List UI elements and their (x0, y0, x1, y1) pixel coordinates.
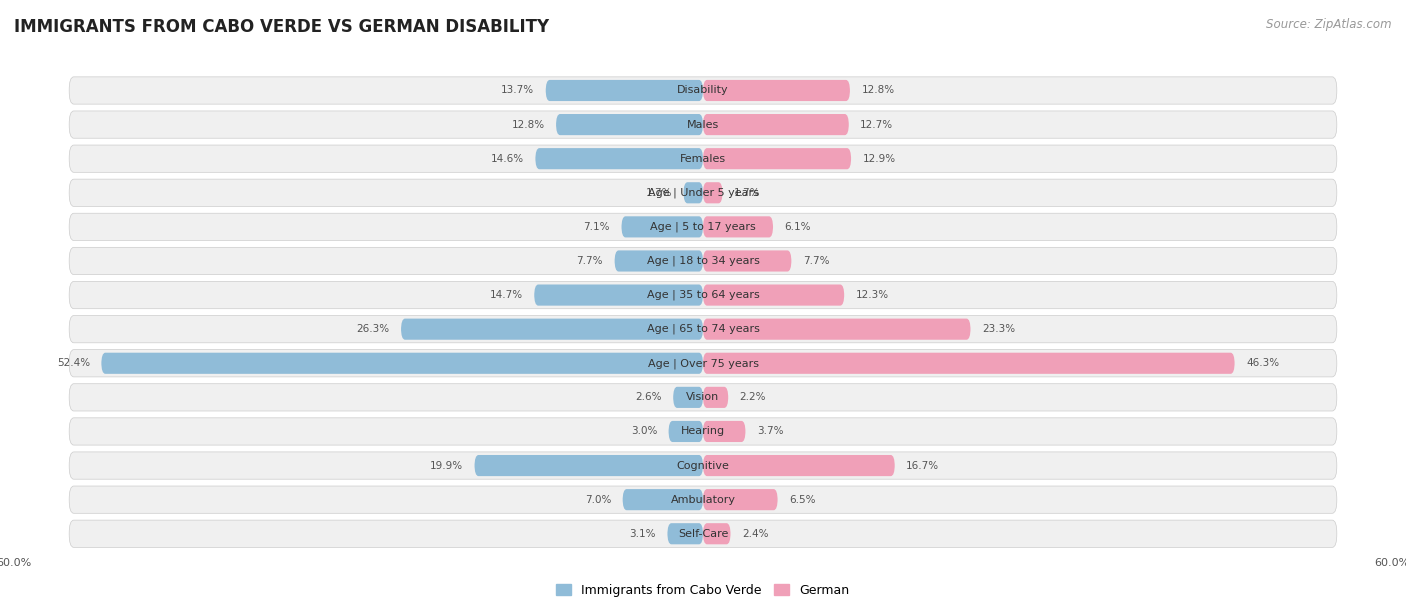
FancyBboxPatch shape (703, 250, 792, 272)
FancyBboxPatch shape (401, 319, 703, 340)
FancyBboxPatch shape (69, 520, 1337, 547)
Text: 12.8%: 12.8% (862, 86, 894, 95)
Text: 1.7%: 1.7% (734, 188, 761, 198)
FancyBboxPatch shape (101, 353, 703, 374)
FancyBboxPatch shape (703, 80, 851, 101)
Text: Age | Over 75 years: Age | Over 75 years (648, 358, 758, 368)
Text: Disability: Disability (678, 86, 728, 95)
FancyBboxPatch shape (623, 489, 703, 510)
FancyBboxPatch shape (683, 182, 703, 203)
FancyBboxPatch shape (673, 387, 703, 408)
FancyBboxPatch shape (69, 111, 1337, 138)
FancyBboxPatch shape (536, 148, 703, 170)
FancyBboxPatch shape (703, 421, 745, 442)
Text: Age | 5 to 17 years: Age | 5 to 17 years (650, 222, 756, 232)
Text: 14.7%: 14.7% (489, 290, 523, 300)
Text: 2.4%: 2.4% (742, 529, 769, 539)
Text: 7.0%: 7.0% (585, 494, 612, 505)
FancyBboxPatch shape (69, 486, 1337, 513)
Text: 23.3%: 23.3% (981, 324, 1015, 334)
FancyBboxPatch shape (69, 452, 1337, 479)
FancyBboxPatch shape (614, 250, 703, 272)
Text: Self-Care: Self-Care (678, 529, 728, 539)
Text: 46.3%: 46.3% (1246, 358, 1279, 368)
FancyBboxPatch shape (703, 353, 1234, 374)
FancyBboxPatch shape (703, 216, 773, 237)
FancyBboxPatch shape (669, 421, 703, 442)
Text: 26.3%: 26.3% (356, 324, 389, 334)
Text: 19.9%: 19.9% (430, 461, 463, 471)
Text: Males: Males (688, 119, 718, 130)
FancyBboxPatch shape (703, 148, 851, 170)
Text: 7.7%: 7.7% (576, 256, 603, 266)
FancyBboxPatch shape (703, 455, 894, 476)
FancyBboxPatch shape (668, 523, 703, 544)
Text: 1.7%: 1.7% (645, 188, 672, 198)
FancyBboxPatch shape (703, 489, 778, 510)
FancyBboxPatch shape (555, 114, 703, 135)
Text: 3.7%: 3.7% (756, 427, 783, 436)
Text: Vision: Vision (686, 392, 720, 402)
Text: 7.7%: 7.7% (803, 256, 830, 266)
FancyBboxPatch shape (474, 455, 703, 476)
FancyBboxPatch shape (69, 384, 1337, 411)
Text: 3.1%: 3.1% (630, 529, 657, 539)
Text: Ambulatory: Ambulatory (671, 494, 735, 505)
Text: 12.8%: 12.8% (512, 119, 544, 130)
Text: 2.2%: 2.2% (740, 392, 766, 402)
FancyBboxPatch shape (69, 247, 1337, 275)
Text: 3.0%: 3.0% (631, 427, 657, 436)
Text: Hearing: Hearing (681, 427, 725, 436)
Text: Cognitive: Cognitive (676, 461, 730, 471)
Text: 6.1%: 6.1% (785, 222, 811, 232)
Text: Age | 18 to 34 years: Age | 18 to 34 years (647, 256, 759, 266)
FancyBboxPatch shape (621, 216, 703, 237)
FancyBboxPatch shape (703, 114, 849, 135)
FancyBboxPatch shape (546, 80, 703, 101)
Text: Age | 65 to 74 years: Age | 65 to 74 years (647, 324, 759, 334)
Text: 14.6%: 14.6% (491, 154, 524, 163)
Text: 12.3%: 12.3% (856, 290, 889, 300)
Text: 16.7%: 16.7% (907, 461, 939, 471)
FancyBboxPatch shape (534, 285, 703, 305)
FancyBboxPatch shape (69, 179, 1337, 206)
FancyBboxPatch shape (703, 523, 731, 544)
Text: Age | Under 5 years: Age | Under 5 years (648, 187, 758, 198)
FancyBboxPatch shape (69, 282, 1337, 308)
Text: 2.6%: 2.6% (636, 392, 662, 402)
Text: 6.5%: 6.5% (789, 494, 815, 505)
Text: Source: ZipAtlas.com: Source: ZipAtlas.com (1267, 18, 1392, 31)
FancyBboxPatch shape (69, 349, 1337, 377)
FancyBboxPatch shape (69, 418, 1337, 445)
Text: 52.4%: 52.4% (56, 358, 90, 368)
FancyBboxPatch shape (703, 285, 844, 305)
FancyBboxPatch shape (703, 182, 723, 203)
Text: 7.1%: 7.1% (583, 222, 610, 232)
Text: Females: Females (681, 154, 725, 163)
Legend: Immigrants from Cabo Verde, German: Immigrants from Cabo Verde, German (551, 579, 855, 602)
Text: Age | 35 to 64 years: Age | 35 to 64 years (647, 290, 759, 300)
Text: 13.7%: 13.7% (501, 86, 534, 95)
Text: IMMIGRANTS FROM CABO VERDE VS GERMAN DISABILITY: IMMIGRANTS FROM CABO VERDE VS GERMAN DIS… (14, 18, 550, 36)
FancyBboxPatch shape (69, 145, 1337, 173)
FancyBboxPatch shape (69, 316, 1337, 343)
Text: 12.9%: 12.9% (863, 154, 896, 163)
FancyBboxPatch shape (69, 213, 1337, 241)
FancyBboxPatch shape (703, 319, 970, 340)
Text: 12.7%: 12.7% (860, 119, 893, 130)
FancyBboxPatch shape (703, 387, 728, 408)
FancyBboxPatch shape (69, 77, 1337, 104)
